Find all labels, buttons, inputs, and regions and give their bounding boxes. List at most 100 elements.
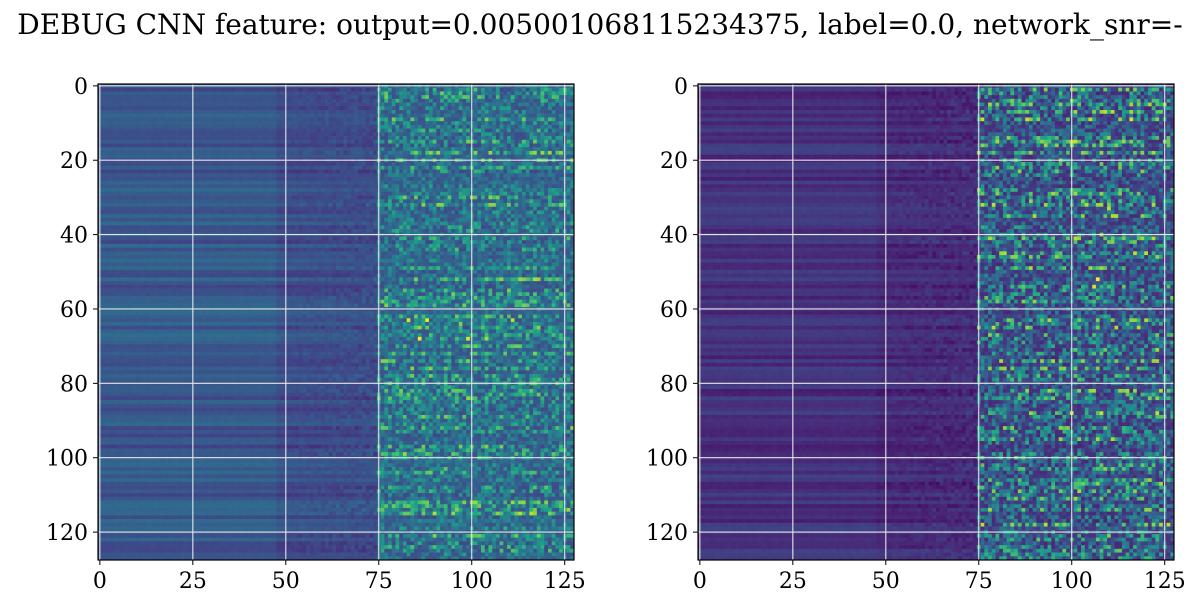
heatmap-cell <box>231 143 236 148</box>
heatmap-cell <box>410 124 415 129</box>
heatmap-cell <box>309 154 315 159</box>
heatmap-cell <box>153 188 158 193</box>
heatmap-cell <box>205 176 210 182</box>
heatmap-cell <box>317 195 322 200</box>
heatmap-cell <box>213 217 218 222</box>
heatmap-cell <box>555 110 560 115</box>
heatmap-cell <box>521 113 527 118</box>
heatmap-cell <box>239 95 244 100</box>
heatmap-cell <box>239 203 244 208</box>
heatmap-cell <box>179 150 184 156</box>
heatmap-cell <box>272 117 277 122</box>
heatmap-cell <box>231 117 236 122</box>
heatmap-cell <box>529 162 534 167</box>
heatmap-cell <box>540 128 545 133</box>
heatmap-cell <box>194 214 199 219</box>
heatmap-cell <box>105 169 110 174</box>
heatmap-cell <box>455 106 460 111</box>
heatmap-cell <box>451 117 456 122</box>
heatmap-cell <box>276 98 281 103</box>
heatmap-cell <box>332 98 337 103</box>
heatmap-cell <box>287 87 292 92</box>
heatmap-cell <box>484 214 489 219</box>
heatmap-cell <box>477 199 482 204</box>
heatmap-cell <box>350 162 355 167</box>
heatmap-cell <box>391 132 396 137</box>
heatmap-cell <box>566 147 571 152</box>
heatmap-cell <box>406 173 411 178</box>
heatmap-cell <box>425 102 430 107</box>
heatmap-cell <box>276 206 281 211</box>
heatmap-cell <box>358 102 363 107</box>
heatmap-cell <box>198 225 203 230</box>
heatmap-cell <box>477 113 482 118</box>
heatmap-cell <box>120 128 125 133</box>
heatmap-cell <box>157 106 162 111</box>
heatmap-cell <box>473 132 478 137</box>
heatmap-cell <box>447 117 452 122</box>
heatmap-cell <box>514 117 519 122</box>
heatmap-cell <box>202 87 207 92</box>
heatmap-cell <box>451 217 456 222</box>
heatmap-cell <box>213 102 218 107</box>
heatmap-cell <box>313 206 318 211</box>
heatmap-cell <box>421 173 426 178</box>
heatmap-cell <box>243 191 248 196</box>
heatmap-cell <box>138 154 143 159</box>
heatmap-cell <box>443 162 448 167</box>
heatmap-cell <box>138 176 143 182</box>
heatmap-cell <box>440 121 445 126</box>
heatmap-cell <box>120 221 125 226</box>
heatmap-cell <box>447 191 452 196</box>
heatmap-cell <box>272 173 277 178</box>
heatmap-cell <box>492 143 497 148</box>
heatmap-cell <box>265 191 270 196</box>
heatmap-cell <box>187 95 192 100</box>
heatmap-cell <box>358 162 363 167</box>
heatmap-cell <box>243 128 248 133</box>
heatmap-cell <box>551 91 556 96</box>
heatmap-cell <box>202 121 207 126</box>
heatmap-cell <box>220 102 225 107</box>
heatmap-cell <box>332 176 337 182</box>
heatmap-cell <box>421 87 426 92</box>
heatmap-cell <box>150 87 155 92</box>
heatmap-cell <box>462 184 467 189</box>
heatmap-cell <box>447 199 452 204</box>
heatmap-cell <box>428 165 434 170</box>
heatmap-cell <box>295 147 300 152</box>
heatmap-cell <box>425 210 430 215</box>
heatmap-cell <box>168 199 173 204</box>
heatmap-cell <box>142 91 147 96</box>
heatmap-cell <box>466 98 471 103</box>
heatmap-cell <box>257 195 262 200</box>
heatmap-cell <box>406 95 411 100</box>
heatmap-cell <box>428 169 434 174</box>
heatmap-cell <box>339 199 344 204</box>
heatmap-cell <box>570 121 575 126</box>
heatmap-cell <box>566 136 571 141</box>
heatmap-cell <box>432 165 437 170</box>
heatmap-cell <box>321 110 326 115</box>
heatmap-cell <box>135 106 140 111</box>
heatmap-cell <box>477 214 482 219</box>
heatmap-cell <box>339 136 344 141</box>
heatmap-cell <box>101 139 106 144</box>
heatmap-cell <box>142 221 147 226</box>
heatmap-cell <box>481 143 486 148</box>
heatmap-cell <box>443 203 448 208</box>
heatmap-cell <box>276 95 281 100</box>
heatmap-cell <box>432 147 437 152</box>
heatmap-cell <box>544 87 549 92</box>
heatmap-cell <box>243 221 248 226</box>
heatmap-cell <box>421 102 426 107</box>
heatmap-cell <box>336 95 341 100</box>
heatmap-cell <box>161 95 166 100</box>
heatmap-cell <box>503 154 508 159</box>
heatmap-cell <box>168 184 173 189</box>
heatmap-cell <box>414 136 419 141</box>
heatmap-cell <box>332 180 337 185</box>
heatmap-cell <box>142 102 147 107</box>
heatmap-cell <box>514 113 519 118</box>
heatmap-cell <box>280 214 285 219</box>
